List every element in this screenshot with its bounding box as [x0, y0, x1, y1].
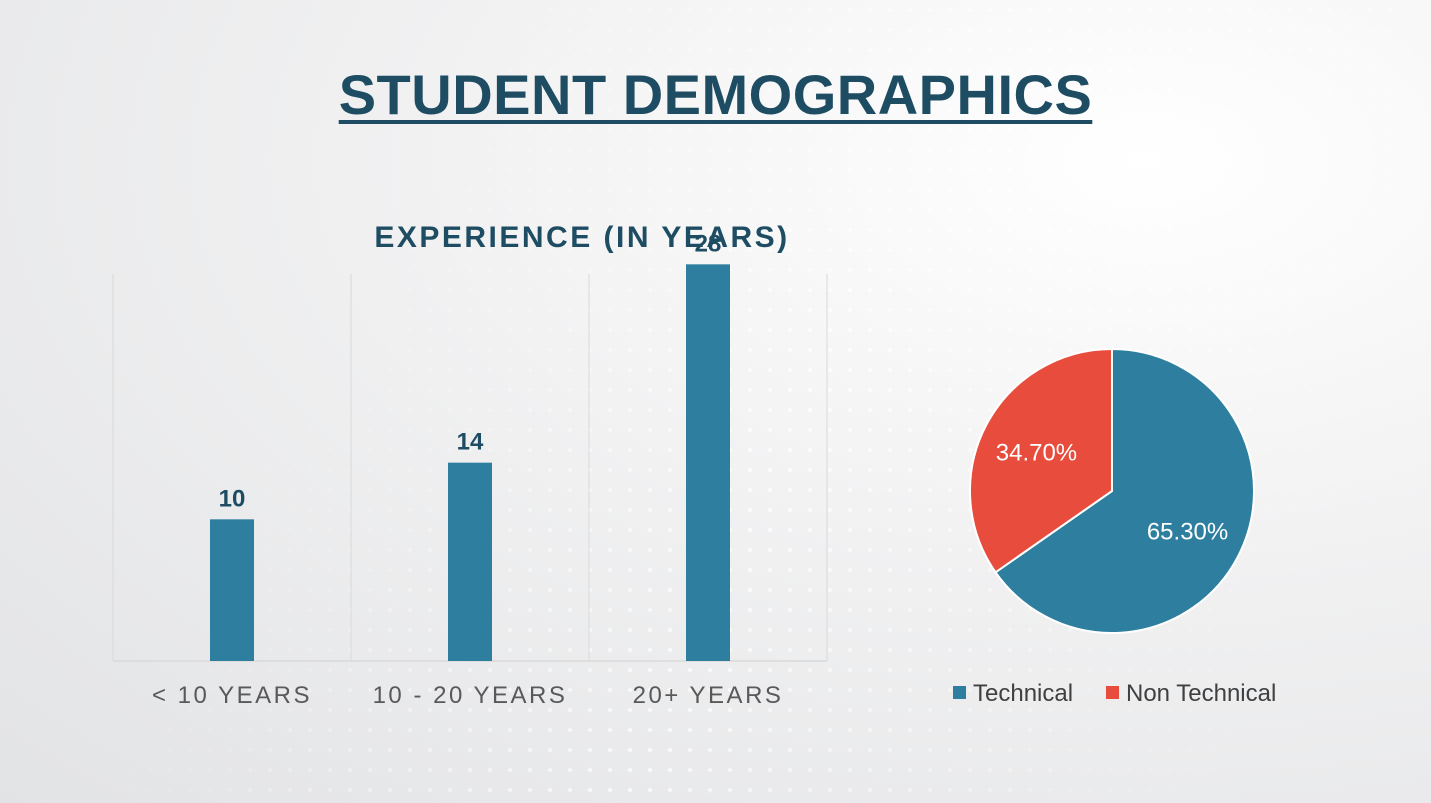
- category-label: < 10 YEARS: [152, 682, 312, 709]
- pie-slice: [969, 347, 1113, 574]
- legend-swatch: [953, 686, 966, 699]
- page-title: STUDENT DEMOGRAPHICS: [338, 63, 1093, 126]
- bar-data-label: 10: [219, 485, 246, 512]
- bar: [210, 519, 254, 661]
- bar-data-label: 28: [695, 230, 722, 257]
- pie-slice-label: 34.70%: [996, 440, 1077, 467]
- category-label: 20+ YEARS: [633, 682, 784, 709]
- legend-swatch: [1106, 686, 1119, 699]
- legend-label: Non Technical: [1126, 680, 1276, 707]
- pie-slice-label: 65.30%: [1147, 518, 1228, 545]
- legend-label: Technical: [973, 680, 1073, 707]
- bar: [448, 462, 492, 661]
- bar-data-label: 14: [457, 429, 484, 456]
- bar-chart-title: EXPERIENCE (IN YEARS): [374, 221, 789, 254]
- category-label: 10 - 20 YEARS: [373, 682, 568, 709]
- pie-slice: [994, 347, 1255, 634]
- bar: [686, 264, 730, 661]
